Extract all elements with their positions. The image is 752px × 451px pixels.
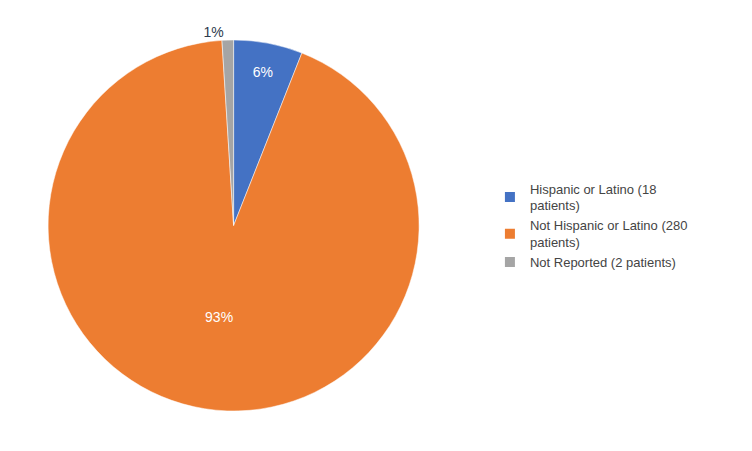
svg-text:6%: 6% xyxy=(253,64,273,80)
svg-text:Not Reported (2 patients): Not Reported (2 patients) xyxy=(530,255,676,270)
svg-text:93%: 93% xyxy=(205,309,233,325)
svg-text:1%: 1% xyxy=(204,24,224,40)
svg-text:Hispanic or Latino (18patients: Hispanic or Latino (18patients) xyxy=(530,182,656,214)
svg-text:Not Hispanic or Latino (280pat: Not Hispanic or Latino (280patients) xyxy=(530,218,688,250)
